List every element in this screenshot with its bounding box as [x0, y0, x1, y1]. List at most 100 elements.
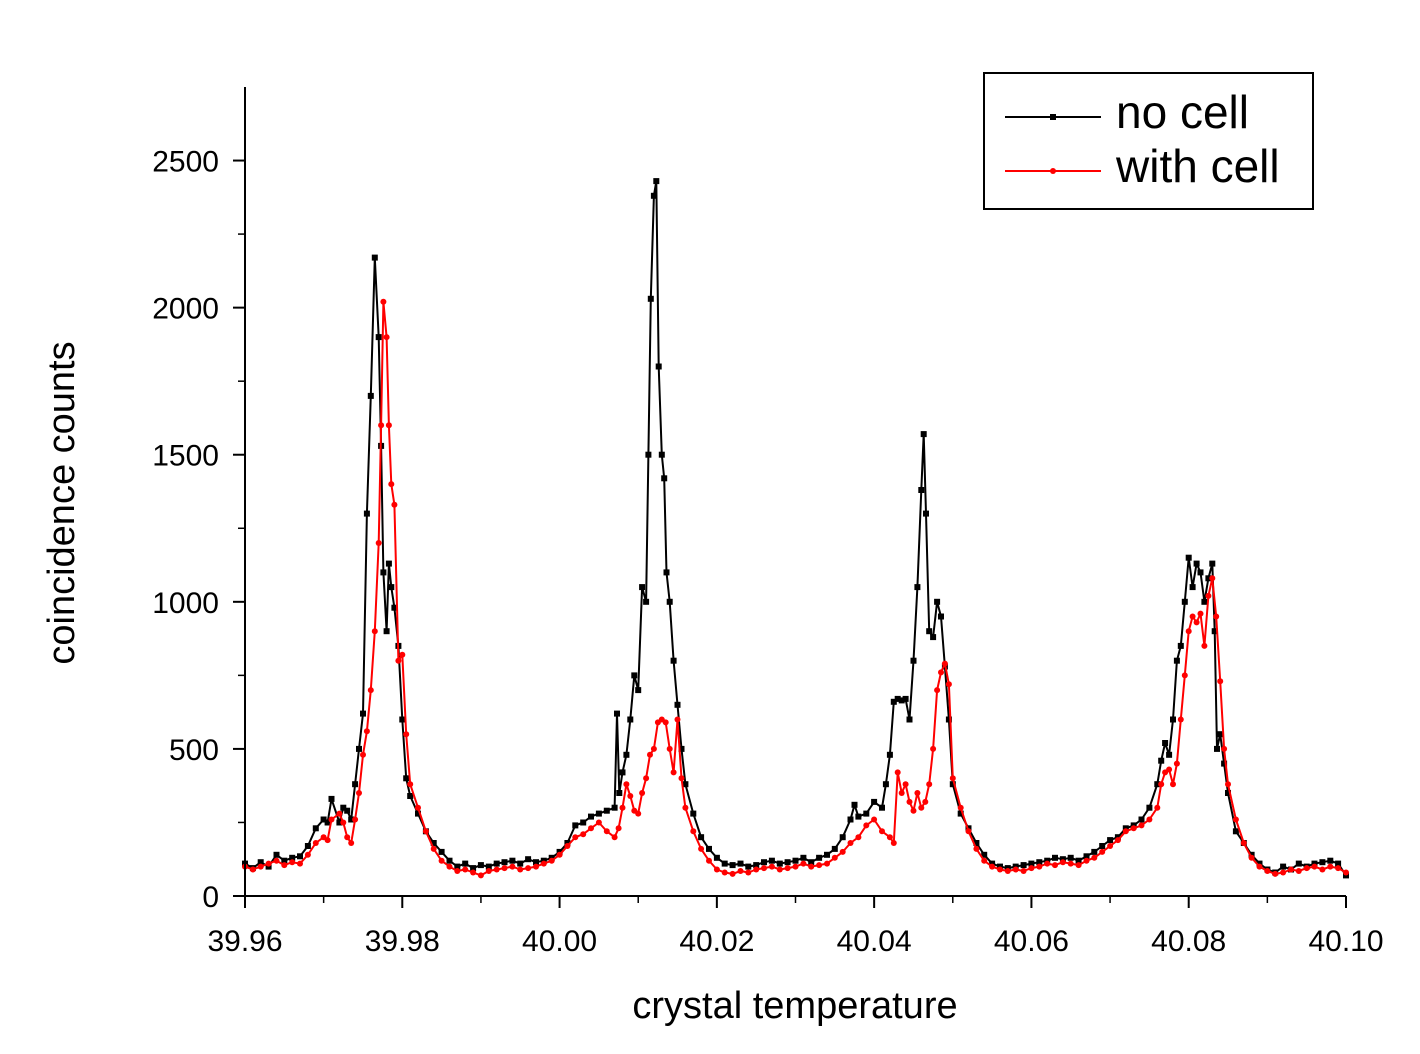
data-point	[1201, 598, 1208, 605]
data-point	[1158, 757, 1165, 764]
x-axis-title: crystal temperature	[632, 985, 957, 1027]
data-point	[1154, 804, 1161, 811]
y-tick-label: 2000	[152, 293, 219, 326]
data-point	[934, 687, 941, 694]
x-tick-label: 39.96	[207, 925, 282, 958]
data-point	[922, 798, 929, 805]
y-axis-title: coincidence counts	[41, 341, 83, 664]
data-point	[1264, 868, 1271, 874]
data-point	[1075, 857, 1082, 864]
series-no-cell	[242, 178, 1349, 879]
data-point	[399, 651, 406, 658]
data-point	[776, 860, 783, 867]
data-point	[348, 816, 355, 823]
data-point	[257, 863, 264, 870]
data-point	[824, 860, 830, 867]
data-point	[501, 865, 508, 872]
data-point	[645, 451, 652, 458]
data-point	[477, 862, 484, 869]
data-point	[1205, 575, 1212, 582]
data-point	[894, 769, 901, 776]
data-point	[1319, 866, 1326, 873]
data-point	[1028, 860, 1035, 867]
data-point	[344, 807, 351, 814]
data-point	[981, 851, 988, 858]
data-point	[1059, 859, 1066, 866]
data-point	[1319, 859, 1326, 866]
data-point	[614, 710, 620, 717]
data-point	[380, 569, 387, 576]
data-point	[611, 804, 618, 811]
data-point	[422, 828, 429, 835]
data-point	[792, 857, 799, 864]
data-point	[297, 860, 303, 867]
data-point	[509, 857, 516, 864]
data-point	[273, 857, 280, 864]
data-point	[1052, 854, 1058, 861]
data-point	[886, 751, 893, 758]
data-point	[1075, 862, 1082, 869]
data-point	[816, 862, 823, 869]
data-point	[926, 781, 933, 788]
data-point	[678, 775, 685, 782]
data-point	[1232, 828, 1239, 835]
data-point	[1197, 569, 1204, 576]
data-point	[340, 819, 347, 826]
data-point	[1181, 672, 1188, 679]
legend: no cell with cell	[983, 72, 1314, 210]
data-point	[580, 831, 587, 838]
data-point	[446, 857, 453, 864]
data-point	[493, 866, 500, 873]
data-point	[297, 853, 303, 860]
data-point	[650, 192, 657, 199]
x-tick-label: 40.06	[994, 925, 1069, 958]
data-point	[713, 854, 720, 861]
data-point	[312, 825, 319, 832]
data-point	[800, 860, 807, 867]
data-point	[304, 843, 311, 849]
data-point	[1107, 843, 1114, 849]
y-tick-label: 0	[202, 881, 219, 914]
data-point	[304, 851, 311, 858]
data-point	[784, 859, 791, 866]
data-point	[1214, 745, 1220, 752]
data-point	[556, 851, 563, 858]
data-point	[871, 816, 878, 823]
data-point	[281, 857, 288, 864]
data-point	[706, 857, 712, 864]
data-point	[328, 795, 335, 802]
data-point	[1185, 628, 1192, 635]
data-point	[965, 828, 972, 835]
data-point	[383, 628, 390, 635]
data-point	[580, 819, 587, 826]
data-point	[934, 598, 941, 605]
data-point	[847, 816, 854, 823]
data-point	[839, 848, 846, 855]
data-point	[898, 697, 905, 704]
data-point	[1201, 642, 1208, 649]
data-point	[666, 745, 673, 752]
data-point	[375, 540, 382, 546]
data-point	[678, 745, 685, 752]
data-point	[674, 716, 681, 723]
data-point	[808, 863, 815, 870]
data-point	[713, 866, 720, 873]
data-point	[918, 804, 925, 811]
data-point	[753, 866, 760, 873]
data-point	[1288, 866, 1294, 873]
data-point	[352, 781, 359, 788]
data-point	[890, 698, 897, 705]
data-point	[470, 865, 477, 872]
data-point	[249, 866, 256, 873]
data-point	[662, 719, 669, 726]
data-point	[1004, 868, 1011, 874]
data-point	[501, 859, 508, 866]
data-point	[1173, 657, 1180, 664]
legend-marker-no-cell	[1050, 114, 1056, 120]
data-point	[356, 790, 362, 796]
data-point	[477, 872, 484, 879]
series-with-cell	[242, 298, 1349, 879]
data-point	[619, 804, 626, 811]
data-point	[1295, 868, 1302, 874]
data-point	[1240, 840, 1247, 846]
